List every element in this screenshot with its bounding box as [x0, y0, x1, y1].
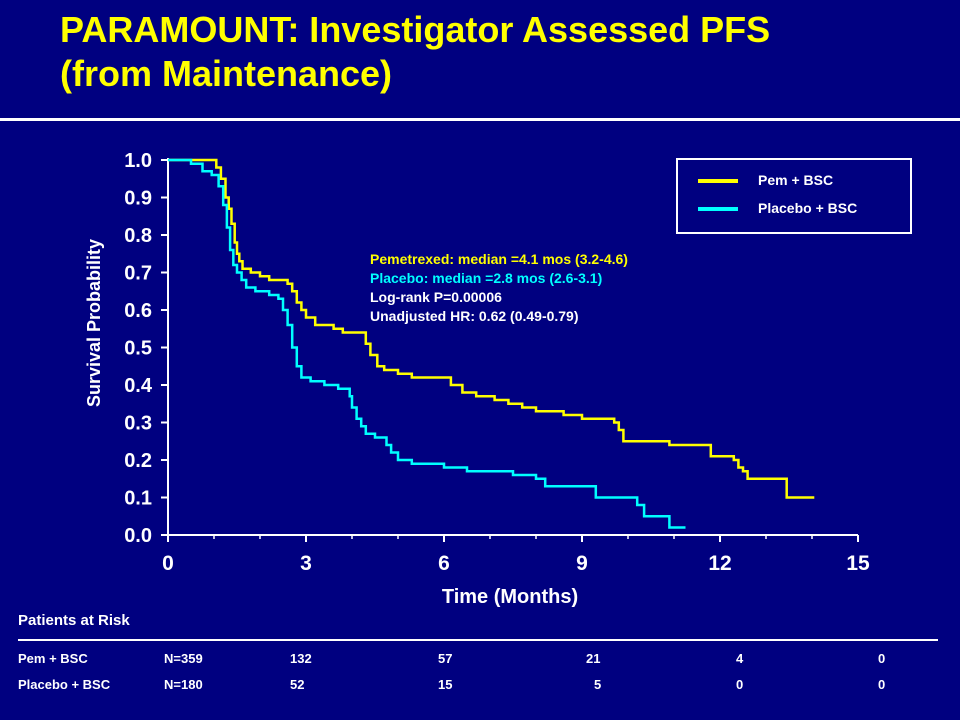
risk-row-label: Pem + BSC — [18, 651, 88, 666]
legend-swatch-placebo — [698, 207, 738, 211]
y-tick-label: 1.0 — [124, 150, 152, 172]
chart-annotations: Pemetrexed: median =4.1 mos (3.2-4.6) Pl… — [370, 250, 628, 326]
annotation-pem-median: Pemetrexed: median =4.1 mos (3.2-4.6) — [370, 251, 628, 267]
y-tick-label: 0.6 — [124, 300, 152, 322]
annotation-logrank: Log-rank P=0.00006 — [370, 289, 502, 305]
patients-at-risk-table: Patients at Risk Pem + BSC N=359 132 57 … — [18, 612, 938, 703]
y-tick-label: 0.9 — [124, 188, 152, 210]
series-line-pem — [168, 158, 815, 499]
risk-cell: 132 — [290, 651, 312, 666]
km-chart: 0 3 6 9 12 15 0.0 0.1 0.2 0.3 0.4 0.5 0.6 0.7 0.8 0.9 1.… — [84, 150, 870, 608]
title-divider — [0, 118, 960, 121]
y-tick-label: 0.8 — [124, 225, 152, 247]
legend-swatch-pem — [698, 179, 738, 183]
y-axis-label: Survival Probability — [84, 239, 104, 407]
x-tick-label: 6 — [438, 552, 450, 575]
x-tick-label: 3 — [300, 552, 312, 575]
legend-label-placebo: Placebo + BSC — [758, 200, 858, 216]
y-tick-label: 0.2 — [124, 450, 152, 472]
y-tick-label: 0.3 — [124, 413, 152, 435]
y-tick-label: 0.5 — [124, 338, 152, 360]
x-axis-label: Time (Months) — [442, 586, 578, 608]
risk-cell: 0 — [878, 677, 886, 692]
y-tick-label: 0.7 — [124, 263, 152, 285]
risk-cell: 0 — [736, 677, 744, 692]
risk-cell: 57 — [438, 651, 453, 666]
x-tick-label: 0 — [162, 552, 174, 575]
risk-cell: 52 — [290, 677, 305, 692]
annotation-placebo-median: Placebo: median =2.8 mos (2.6-3.1) — [370, 270, 603, 286]
risk-cell: 0 — [878, 651, 886, 666]
y-tick-label: 0.1 — [124, 488, 152, 510]
slide-title: PARAMOUNT: Investigator Assessed PFS (fr… — [60, 8, 940, 96]
y-tick-label: 0.0 — [124, 525, 152, 547]
risk-table-divider — [18, 639, 938, 641]
title-line-2: (from Maintenance) — [60, 53, 393, 94]
y-tick-label: 0.4 — [124, 375, 153, 397]
risk-table-title: Patients at Risk — [18, 612, 130, 629]
series-line-placebo — [168, 158, 686, 529]
x-tick-label: 9 — [576, 552, 588, 575]
risk-row-label: Placebo + BSC — [18, 677, 111, 692]
risk-cell: 21 — [586, 651, 601, 666]
risk-cell: N=180 — [164, 677, 203, 692]
chart-ticks: 0 3 6 9 12 15 0.0 0.1 0.2 0.3 0.4 0.5 0.6 0.7 0.8 0.9 1.… — [124, 150, 870, 575]
risk-cell: 4 — [736, 651, 744, 666]
annotation-hr: Unadjusted HR: 0.62 (0.49-0.79) — [370, 308, 579, 324]
x-tick-label: 12 — [708, 552, 731, 575]
x-tick-label: 15 — [846, 552, 870, 575]
risk-cell: 15 — [438, 677, 453, 692]
chart-curves — [168, 158, 815, 529]
risk-row-pem: Pem + BSC N=359 132 57 21 4 0 — [18, 651, 938, 677]
legend-label-pem: Pem + BSC — [758, 172, 834, 188]
risk-cell: N=359 — [164, 651, 203, 666]
risk-cell: 5 — [594, 677, 602, 692]
chart-legend: Pem + BSC Placebo + BSC — [676, 158, 912, 234]
risk-row-placebo: Placebo + BSC N=180 52 15 5 0 0 — [18, 677, 938, 703]
title-line-1: PARAMOUNT: Investigator Assessed PFS — [60, 9, 771, 50]
